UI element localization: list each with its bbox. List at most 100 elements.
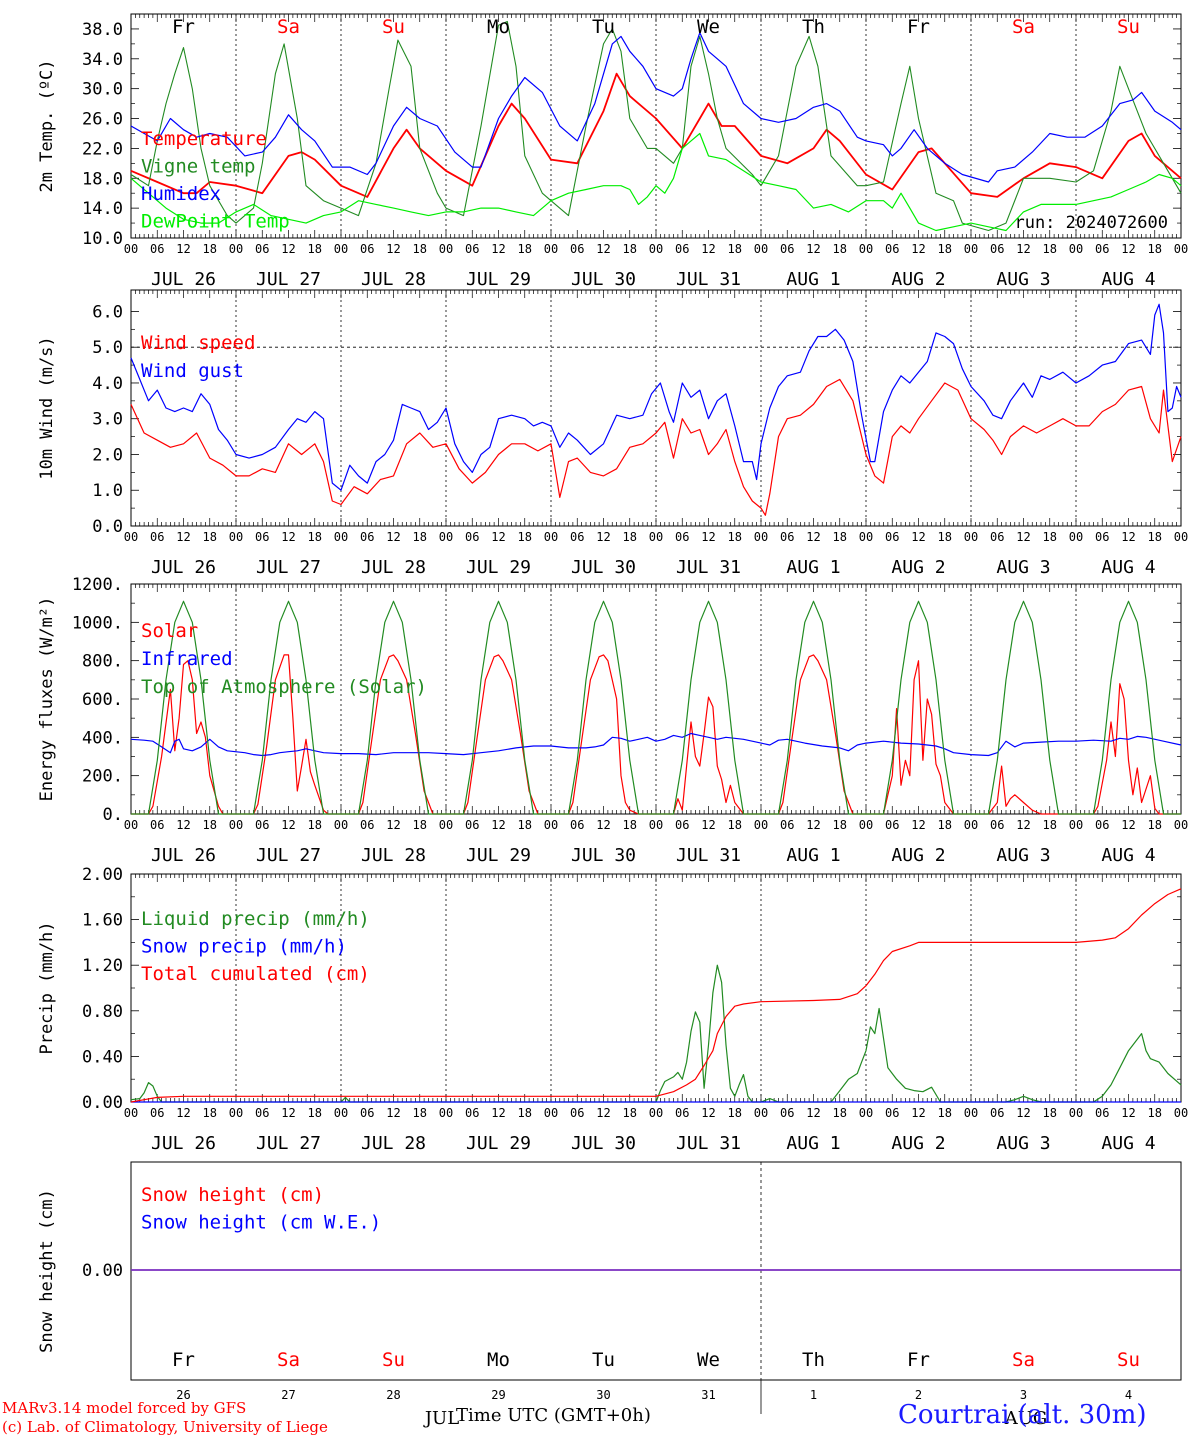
- hour-tick-label: 06: [255, 818, 269, 832]
- y-tick-label: 200.: [82, 767, 123, 787]
- hour-tick-label: 00: [859, 1106, 873, 1120]
- hour-tick-label: 12: [1121, 530, 1135, 544]
- footer-day-number: 4: [1125, 1388, 1132, 1402]
- weekday-label: We: [697, 16, 720, 38]
- hour-tick-label: 12: [806, 242, 820, 256]
- hour-tick-label: 06: [885, 242, 899, 256]
- hour-tick-label: 00: [439, 818, 453, 832]
- legend-entry: Snow height (cm W.E.): [141, 1212, 381, 1234]
- hour-tick-label: 18: [728, 242, 742, 256]
- date-label: JUL 30: [571, 269, 636, 290]
- hour-tick-label: 00: [1069, 818, 1083, 832]
- hour-tick-label: 06: [675, 818, 689, 832]
- hour-tick-label: 00: [124, 818, 138, 832]
- hour-tick-label: 18: [413, 530, 427, 544]
- hour-tick-label: 18: [1043, 818, 1057, 832]
- hour-tick-label: 18: [833, 242, 847, 256]
- hour-tick-label: 18: [1043, 242, 1057, 256]
- footer-weekday-label: Mo: [487, 1349, 510, 1371]
- date-label: JUL 31: [676, 845, 741, 866]
- date-label: JUL 29: [466, 269, 531, 290]
- hour-tick-label: 06: [360, 1106, 374, 1120]
- date-label: JUL 30: [571, 557, 636, 578]
- footer-day-number: 28: [386, 1388, 400, 1402]
- y-tick-label: 38.0: [82, 20, 123, 40]
- hour-tick-label: 06: [150, 1106, 164, 1120]
- panel-temp: 00 06 12 18 JUL 26 00 06 12 18 JUL 27 00 06 12 18 JUL …: [37, 13, 1188, 290]
- x-axis-title: Time UTC (GMT+0h): [456, 1405, 651, 1426]
- hour-tick-label: 06: [780, 1106, 794, 1120]
- credit-line-model: MARv3.14 model forced by GFS: [2, 1399, 247, 1417]
- hour-tick-label: 00: [964, 1106, 978, 1120]
- legend-entry: Solar: [141, 620, 198, 642]
- hour-tick-label: 00: [229, 1106, 243, 1120]
- hour-tick-label: 06: [360, 818, 374, 832]
- hour-tick-label: 06: [675, 1106, 689, 1120]
- hour-tick-label: 06: [465, 1106, 479, 1120]
- y-tick-label: 600.: [82, 690, 123, 710]
- weekday-label: Sa: [277, 16, 300, 38]
- hour-tick-label: 00: [964, 530, 978, 544]
- hour-tick-label: 18: [1148, 242, 1162, 256]
- hour-tick-label: 00: [124, 530, 138, 544]
- hour-tick-label: 18: [413, 1106, 427, 1120]
- hour-tick-label: 00: [229, 818, 243, 832]
- hour-tick-label: 06: [360, 242, 374, 256]
- footer-weekday-label: Th: [802, 1349, 825, 1371]
- hour-tick-label: 12: [596, 530, 610, 544]
- series-line-wind-gust: [130, 303, 1182, 491]
- hour-tick-label: 18: [413, 242, 427, 256]
- date-label: AUG 1: [786, 1133, 840, 1154]
- y-axis-label: Energy fluxes (W/m²): [37, 597, 57, 802]
- hour-tick-label: 06: [1095, 242, 1109, 256]
- y-axis-label: Precip (mm/h): [37, 921, 57, 1054]
- hour-tick-label: 00: [544, 530, 558, 544]
- station-name: Courtrai (alt. 30m): [898, 1400, 1147, 1430]
- hour-tick-label: 12: [701, 242, 715, 256]
- series-line-solar: [131, 654, 1181, 815]
- legend-entry: Vigne temp: [141, 156, 255, 178]
- footer-day-number: 31: [701, 1388, 715, 1402]
- hour-tick-label: 12: [491, 1106, 505, 1120]
- hour-tick-label: 12: [596, 818, 610, 832]
- y-tick-label: 1.0: [92, 481, 123, 501]
- legend-entry: Snow precip (mm/h): [141, 936, 347, 958]
- y-tick-label: 0.00: [82, 1093, 123, 1113]
- hour-tick-label: 12: [1016, 242, 1030, 256]
- y-tick-label: 5.0: [92, 338, 123, 358]
- date-label: JUL 26: [151, 269, 216, 290]
- footer-weekday-label: Fr: [907, 1349, 930, 1371]
- hour-tick-label: 18: [203, 242, 217, 256]
- y-tick-label: 2.0: [92, 445, 123, 465]
- y-tick-label: 2.00: [82, 865, 123, 885]
- hour-tick-label: 06: [780, 530, 794, 544]
- hour-tick-label: 00: [544, 1106, 558, 1120]
- hour-tick-label: 06: [570, 818, 584, 832]
- hour-tick-label: 00: [859, 818, 873, 832]
- hour-tick-label: 06: [150, 530, 164, 544]
- date-label: AUG 4: [1101, 845, 1155, 866]
- hour-tick-label: 06: [885, 1106, 899, 1120]
- hour-tick-label: 12: [806, 818, 820, 832]
- y-tick-label: 1000.: [72, 613, 123, 633]
- hour-tick-label: 00: [334, 1106, 348, 1120]
- hour-tick-label: 12: [701, 530, 715, 544]
- hour-tick-label: 00: [1174, 530, 1188, 544]
- hour-tick-label: 00: [1069, 530, 1083, 544]
- y-tick-label: 0.: [103, 805, 123, 825]
- footer-weekday-label: Fr: [172, 1349, 195, 1371]
- date-label: JUL 28: [361, 269, 426, 290]
- series-line-wind-speed: [130, 378, 1182, 516]
- hour-tick-label: 12: [806, 530, 820, 544]
- weekday-label: Fr: [907, 16, 930, 38]
- hour-tick-label: 12: [176, 530, 190, 544]
- hour-tick-label: 18: [1148, 1106, 1162, 1120]
- hour-tick-label: 18: [623, 818, 637, 832]
- hour-tick-label: 00: [964, 818, 978, 832]
- hour-tick-label: 06: [465, 530, 479, 544]
- hour-tick-label: 12: [176, 818, 190, 832]
- hour-tick-label: 00: [124, 242, 138, 256]
- hour-tick-label: 00: [439, 530, 453, 544]
- hour-tick-label: 00: [334, 242, 348, 256]
- hour-tick-label: 18: [308, 818, 322, 832]
